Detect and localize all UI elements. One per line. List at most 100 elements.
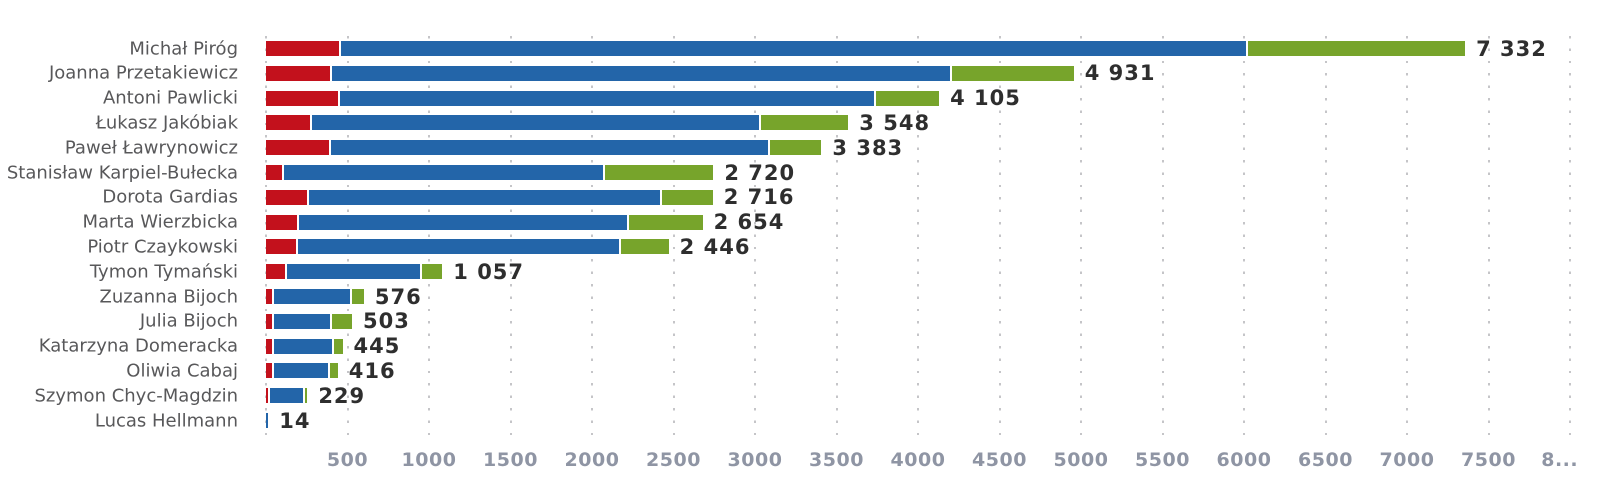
category-label: Antoni Pawlicki — [102, 87, 238, 109]
bar-segment-red — [266, 140, 331, 156]
gridline — [509, 36, 512, 438]
bar-row: 3 383 — [266, 136, 903, 160]
bar-segment-red — [266, 165, 285, 180]
bar-segment-blue — [331, 65, 953, 81]
category-label: Michał Piróg — [129, 38, 238, 59]
bar-row: 576 — [266, 285, 422, 309]
bar-segment-red — [266, 189, 309, 205]
x-axis-tick-label: 4000 — [890, 449, 946, 471]
bar-segment-red — [266, 264, 287, 280]
bar-row: 503 — [266, 309, 410, 333]
bar-row: 445 — [266, 334, 400, 358]
x-axis-tick-label: 4500 — [972, 449, 1027, 471]
value-label: 1 057 — [453, 259, 525, 284]
gridline — [998, 36, 1001, 438]
category-label: Tymon Tymański — [89, 261, 238, 283]
gridline — [428, 36, 430, 438]
bar-row: 2 654 — [266, 210, 784, 234]
category-label: Katarzyna Domeracka — [38, 335, 238, 357]
gridline — [591, 36, 593, 438]
category-label: Marta Wierzbicka — [82, 211, 238, 233]
bar-segment-green — [422, 264, 443, 280]
category-label: Szymon Chyc-Magdzin — [34, 385, 239, 407]
gridline — [265, 36, 267, 438]
gridline — [1569, 36, 1571, 438]
gridline — [1243, 36, 1245, 438]
category-label: Stanisław Karpiel-Bułecka — [6, 162, 238, 183]
bar-segment-red — [266, 239, 299, 255]
gridline — [917, 36, 919, 438]
bar-segment-blue — [298, 214, 629, 230]
value-label: 3 383 — [832, 135, 904, 160]
bar-segment-green — [304, 388, 308, 404]
bar-row: 7 332 — [266, 37, 1547, 61]
bar-segment-green — [760, 115, 849, 131]
bar-segment-green — [876, 90, 940, 106]
bar-segment-green — [952, 65, 1074, 81]
value-label: 445 — [353, 334, 401, 359]
bar-segment-blue — [286, 264, 423, 280]
value-label: 2 716 — [723, 185, 795, 210]
bar-segment-blue — [298, 239, 622, 255]
gridline — [1161, 36, 1164, 438]
value-label: 14 — [279, 408, 311, 433]
x-axis-tick-label: 3500 — [809, 449, 864, 471]
bar-row: 416 — [266, 359, 396, 383]
bar-segment-red — [266, 41, 341, 56]
value-label: 4 931 — [1084, 61, 1156, 86]
bar-segment-red — [266, 313, 274, 329]
value-label: 416 — [348, 358, 396, 383]
x-axis-tick-label: 2000 — [564, 449, 620, 471]
bar-segment-red — [266, 388, 271, 404]
category-label: Dorota Gardias — [102, 186, 238, 208]
x-axis-tick-label: 500 — [326, 449, 369, 471]
gridline — [835, 36, 838, 438]
x-axis-tick-label: 2500 — [646, 449, 701, 471]
bar-row: 4 105 — [266, 86, 1021, 110]
bar-row: 229 — [266, 384, 365, 408]
category-label: Zuzanna Bijoch — [99, 286, 238, 307]
category-label: Oliwia Cabaj — [126, 360, 238, 382]
bar-row: 1 057 — [266, 260, 524, 284]
bar-segment-red — [266, 214, 299, 230]
bar-segment-green — [1247, 41, 1466, 56]
x-axis-tick-label: 1000 — [401, 449, 457, 471]
bar-segment-green — [329, 363, 338, 379]
x-axis-tick-label: 7000 — [1379, 449, 1435, 471]
bar-segment-green — [604, 165, 714, 180]
bar-segment-blue — [340, 41, 1248, 56]
x-axis-tick-label: 5000 — [1053, 449, 1109, 471]
gridline — [1487, 36, 1490, 438]
value-label: 2 720 — [724, 160, 796, 185]
x-axis-tick-label: 1500 — [483, 449, 538, 471]
x-axis-tick-label: 6500 — [1298, 449, 1353, 471]
bar-segment-green — [628, 214, 703, 230]
bar-row: 2 446 — [266, 235, 750, 259]
bar-segment-red — [266, 115, 312, 131]
bar-row: 2 720 — [266, 161, 795, 185]
value-label: 7 332 — [1476, 36, 1547, 61]
bar-segment-blue — [273, 313, 332, 329]
bar-segment-blue — [273, 289, 353, 304]
value-label: 4 105 — [950, 86, 1021, 111]
bar-segment-green — [352, 289, 364, 304]
gridline — [1080, 36, 1082, 438]
bar-segment-blue — [273, 338, 334, 354]
bar-segment-green — [331, 313, 352, 329]
value-label: 576 — [374, 284, 422, 309]
bar-row: 14 — [266, 409, 311, 433]
category-label: Paweł Ławrynowicz — [64, 137, 238, 159]
x-axis-tick-label: 3000 — [727, 449, 783, 471]
category-label: Piotr Czaykowski — [87, 236, 238, 258]
x-axis-tick-label: 7500 — [1461, 449, 1516, 471]
bar-segment-green — [769, 140, 822, 156]
bar-row: 4 931 — [266, 61, 1156, 85]
gridline — [754, 36, 756, 438]
x-axis-tick-label: 5500 — [1135, 449, 1190, 471]
gridline — [346, 36, 349, 438]
category-label: Lucas Hellmann — [94, 410, 238, 431]
bar-segment-blue — [273, 363, 330, 379]
bar-segment-blue — [284, 165, 605, 180]
bar-segment-blue — [270, 388, 305, 404]
